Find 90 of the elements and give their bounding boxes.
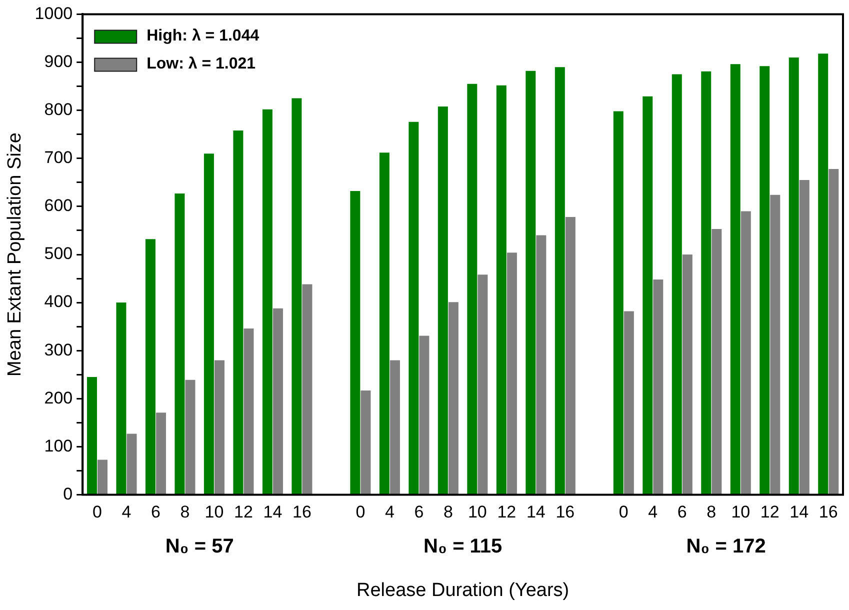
bar <box>214 360 224 494</box>
bar <box>350 191 360 494</box>
x-tick-label: 10 <box>731 502 750 522</box>
y-tick-label: 0 <box>63 484 73 504</box>
x-tick-label: 4 <box>384 502 394 522</box>
bar <box>818 54 828 494</box>
x-tick-label: 4 <box>122 502 132 522</box>
x-tick-label: 6 <box>677 502 687 522</box>
bar <box>272 308 283 494</box>
y-tick-label: 400 <box>44 292 73 312</box>
text: N₀ = 115 <box>424 535 502 558</box>
bar <box>799 180 810 494</box>
y-tick-label: 700 <box>44 148 73 168</box>
bar <box>770 194 780 494</box>
x-tick-label: 16 <box>556 502 575 522</box>
bar <box>760 66 770 494</box>
bar <box>701 71 712 494</box>
bar <box>506 252 517 494</box>
bar <box>624 311 634 494</box>
bar <box>379 152 390 494</box>
x-tick-label: 12 <box>760 502 780 522</box>
x-tick-label: 14 <box>526 502 546 522</box>
x-tick-label: 10 <box>468 502 487 522</box>
bar <box>730 64 740 494</box>
x-tick-label: 0 <box>356 502 366 522</box>
y-tick-label: 900 <box>44 52 73 71</box>
x-tick-label: 8 <box>180 502 190 522</box>
legend-label: High: λ = 1.044 <box>146 28 260 45</box>
bar <box>302 284 312 494</box>
bar <box>478 274 488 494</box>
x-tick-label: 10 <box>204 502 224 522</box>
bar <box>408 122 419 494</box>
y-tick-label: 300 <box>44 340 73 360</box>
bar <box>86 377 97 494</box>
bar <box>292 98 302 494</box>
y-tick-label: 500 <box>44 244 73 264</box>
bar <box>526 70 536 494</box>
y-tick-label: 600 <box>44 196 73 216</box>
bar <box>653 279 664 494</box>
x-axis-title: Release Duration (Years) <box>356 580 570 601</box>
bar <box>496 85 506 494</box>
bar <box>98 460 108 494</box>
bar <box>467 84 478 494</box>
legend-label: Low: λ = 1.021 <box>146 56 256 73</box>
y-axis-title: Mean Extant Population Size <box>4 132 26 376</box>
y-tick-label: 1000 <box>34 4 73 23</box>
x-tick-label: 16 <box>292 502 312 522</box>
bar <box>672 74 682 494</box>
x-tick-label: 12 <box>234 502 253 522</box>
bar <box>682 254 692 494</box>
bar <box>174 193 185 494</box>
bar <box>788 57 799 494</box>
bar <box>828 168 839 494</box>
bar <box>642 96 653 494</box>
text: N₀ = 57 <box>165 535 234 558</box>
bar <box>145 239 156 494</box>
bar <box>390 360 400 494</box>
bar <box>536 235 546 494</box>
bar <box>204 154 214 494</box>
bar <box>613 111 624 494</box>
bar <box>244 328 254 494</box>
bar <box>233 130 244 494</box>
text: N₀ = 172 <box>686 535 766 558</box>
x-tick-label: 14 <box>263 502 282 522</box>
bar <box>116 302 126 494</box>
x-tick-label: 0 <box>92 502 102 522</box>
bar <box>554 67 565 494</box>
bar <box>565 217 576 494</box>
bar <box>419 336 430 494</box>
bar <box>438 106 448 494</box>
y-tick-label: 100 <box>44 436 73 456</box>
bar <box>448 302 458 494</box>
x-tick-label: 6 <box>151 502 160 522</box>
x-tick-label: 16 <box>818 502 838 522</box>
x-tick-label: 14 <box>790 502 809 522</box>
x-tick-label: 12 <box>497 502 516 522</box>
x-tick-label: 4 <box>648 502 658 522</box>
x-tick-label: 6 <box>414 502 424 522</box>
bar <box>360 390 371 494</box>
bar <box>126 434 137 494</box>
bar <box>262 109 272 494</box>
bar <box>185 380 196 494</box>
y-tick-label: 800 <box>44 100 73 120</box>
x-tick-label: 0 <box>618 502 628 522</box>
bar <box>712 229 722 494</box>
bar <box>156 412 166 494</box>
x-tick-label: 8 <box>443 502 453 522</box>
y-tick-label: 200 <box>44 388 73 408</box>
x-tick-label: 8 <box>706 502 716 522</box>
bar <box>740 211 751 494</box>
